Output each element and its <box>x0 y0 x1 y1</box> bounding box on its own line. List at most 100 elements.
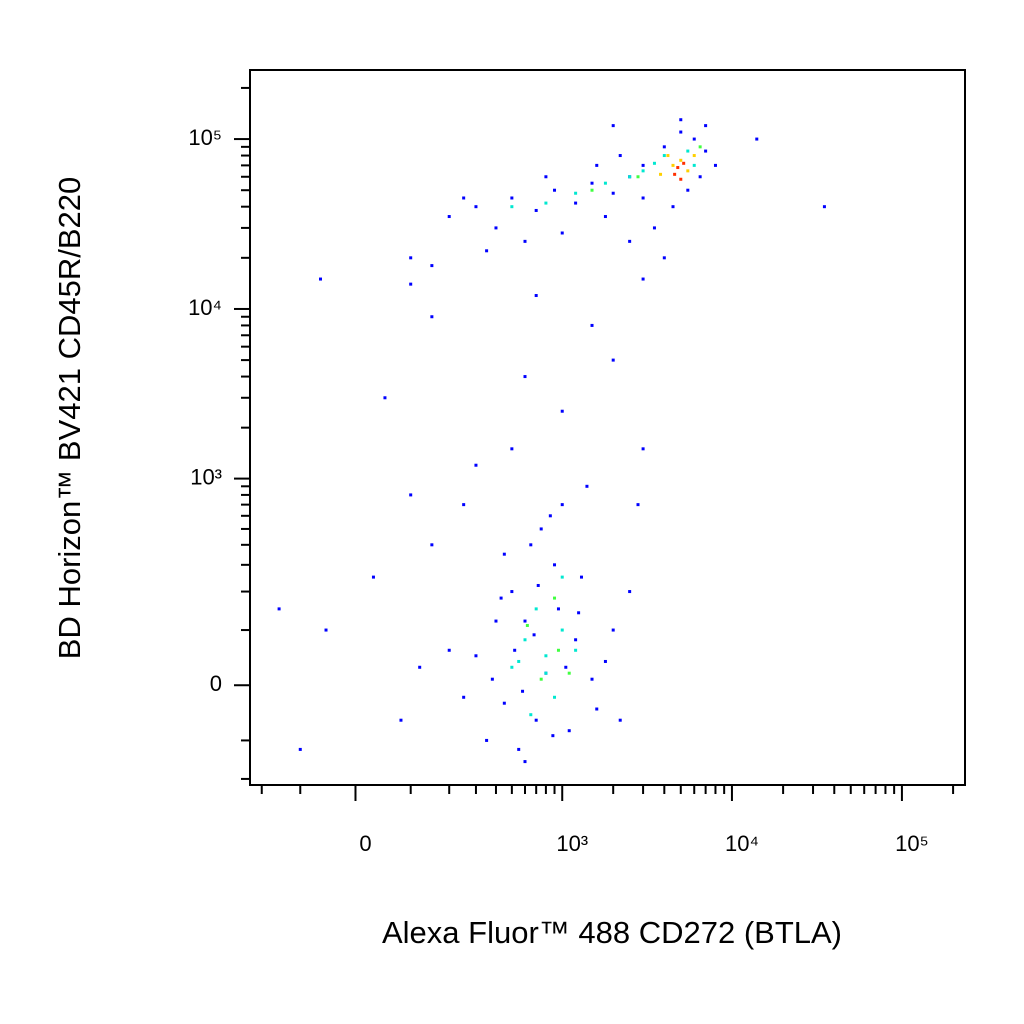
data-point <box>409 282 413 286</box>
data-point <box>409 256 413 260</box>
data-point <box>704 149 708 153</box>
data-point <box>574 638 578 642</box>
data-point <box>430 264 434 268</box>
data-point <box>755 137 759 141</box>
data-point <box>502 701 506 705</box>
y-tick-label: 10⁴ <box>188 295 222 320</box>
x-tick-label: 10³ <box>556 831 588 856</box>
data-point <box>418 665 422 669</box>
data-point <box>692 163 696 167</box>
data-point <box>536 583 540 587</box>
data-point <box>521 689 525 693</box>
y-tick-label: 0 <box>210 671 222 696</box>
plot-frame <box>249 69 966 786</box>
data-point <box>553 563 557 567</box>
data-point <box>676 166 680 170</box>
data-point <box>628 239 632 243</box>
data-point <box>534 718 538 722</box>
data-point <box>590 181 594 185</box>
data-point <box>523 239 527 243</box>
data-point <box>822 205 826 209</box>
data-point <box>662 154 666 158</box>
data-point <box>652 226 656 230</box>
data-point <box>641 277 645 281</box>
data-point <box>474 654 478 658</box>
data-point <box>686 188 690 192</box>
data-point <box>539 527 543 531</box>
data-point <box>556 648 560 652</box>
data-point <box>673 172 677 176</box>
data-point <box>485 738 489 742</box>
data-point <box>567 671 571 675</box>
data-point <box>523 375 527 379</box>
data-point <box>551 734 555 738</box>
data-point <box>662 145 666 149</box>
data-point <box>641 447 645 451</box>
data-point <box>502 552 506 556</box>
x-tick-label: 0 <box>359 831 371 856</box>
data-point <box>494 226 498 230</box>
data-point <box>567 729 571 733</box>
data-point <box>532 633 536 637</box>
data-point <box>686 169 690 173</box>
plot-area <box>277 118 826 764</box>
data-point <box>510 205 514 209</box>
data-point <box>517 659 521 663</box>
data-point <box>611 628 615 632</box>
data-point <box>298 747 302 751</box>
data-point <box>611 191 615 195</box>
data-point <box>662 256 666 260</box>
y-axis-title: BD Horizon™ BV421 CD45R/B220 <box>52 177 87 659</box>
data-point <box>590 677 594 681</box>
data-point <box>544 175 548 179</box>
data-point <box>595 163 599 167</box>
data-point <box>474 205 478 209</box>
data-point <box>447 648 451 652</box>
data-point <box>585 484 589 488</box>
data-point <box>430 543 434 547</box>
data-point <box>517 747 521 751</box>
data-point <box>383 396 387 400</box>
data-point <box>525 623 529 627</box>
data-point <box>611 358 615 362</box>
data-point <box>490 677 494 681</box>
data-point <box>713 163 717 167</box>
data-point <box>485 249 489 253</box>
data-point <box>560 409 564 413</box>
data-point <box>603 659 607 663</box>
data-point <box>574 201 578 205</box>
data-point <box>666 154 670 158</box>
data-point <box>553 695 557 699</box>
data-point <box>560 575 564 579</box>
data-point <box>603 215 607 219</box>
data-point <box>641 196 645 200</box>
data-point <box>534 294 538 298</box>
data-point <box>679 130 683 134</box>
data-point <box>494 619 498 623</box>
data-point <box>603 181 607 185</box>
data-point <box>534 208 538 212</box>
data-point <box>544 654 548 658</box>
data-point <box>618 154 622 158</box>
data-point <box>510 447 514 451</box>
data-point <box>564 665 568 669</box>
data-point <box>319 277 323 281</box>
data-point <box>652 161 656 165</box>
data-point <box>659 172 663 176</box>
data-point <box>523 638 527 642</box>
data-point <box>371 575 375 579</box>
data-point <box>544 671 548 675</box>
data-point <box>636 503 640 507</box>
data-point <box>686 149 690 153</box>
data-point <box>324 628 328 632</box>
data-point <box>430 315 434 319</box>
data-point <box>553 188 557 192</box>
data-point <box>698 175 702 179</box>
data-point <box>474 463 478 467</box>
data-point <box>671 205 675 209</box>
x-tick-label: 10⁴ <box>725 831 759 856</box>
data-point <box>447 215 451 219</box>
data-point <box>529 543 533 547</box>
data-point <box>462 503 466 507</box>
